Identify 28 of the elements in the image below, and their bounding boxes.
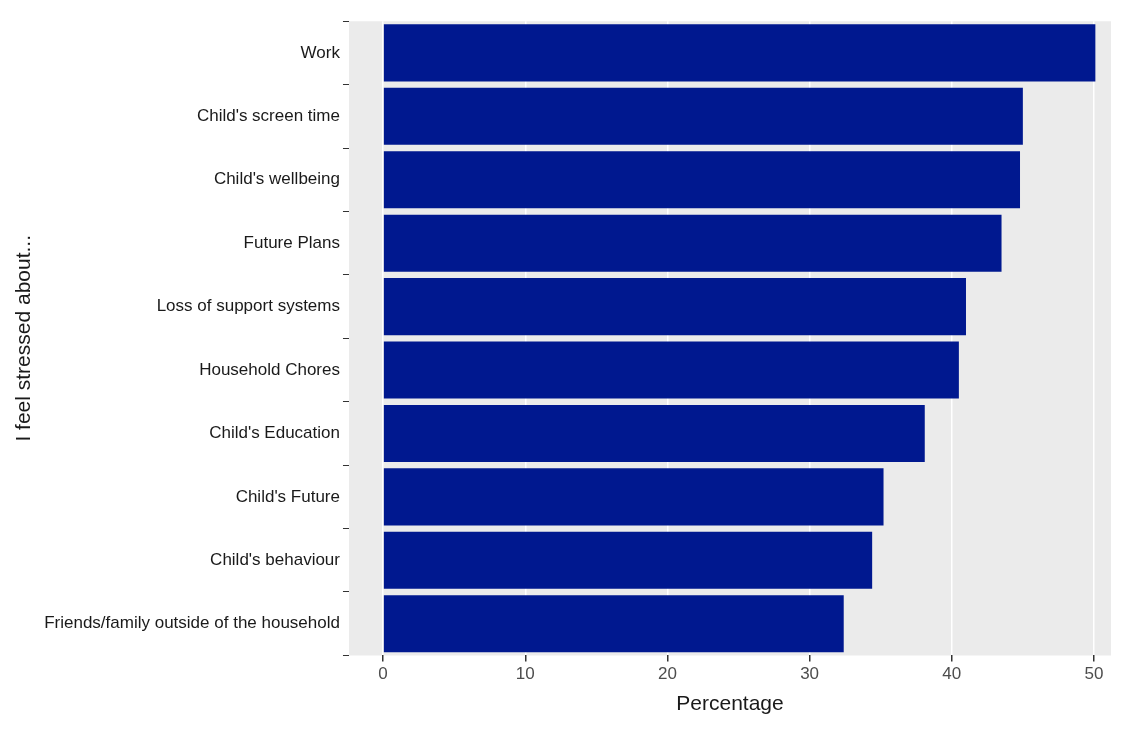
- x-tick-label: 30: [800, 664, 820, 684]
- x-tick-label: 40: [942, 664, 962, 684]
- bar: [383, 151, 1021, 209]
- bar: [383, 24, 1096, 82]
- y-tick-label: Work: [300, 42, 341, 62]
- y-tick-label: Future Plans: [243, 232, 340, 252]
- x-tick-label: 10: [515, 664, 535, 684]
- x-tick-label: 50: [1084, 664, 1104, 684]
- y-tick-label: Child's screen time: [196, 106, 340, 126]
- bar: [383, 341, 959, 399]
- y-tick-label: Child's Education: [209, 423, 340, 443]
- x-axis-title: Percentage: [676, 691, 784, 715]
- x-tick-label: 0: [378, 664, 388, 684]
- y-tick-label: Friends/family outside of the household: [44, 613, 340, 633]
- y-tick-label: Loss of support systems: [156, 296, 340, 316]
- bar: [383, 404, 925, 462]
- bar: [383, 595, 844, 653]
- y-axis-title: I feel stressed about...: [11, 234, 35, 442]
- bar: [383, 468, 884, 526]
- y-tick-label: Child's behaviour: [210, 549, 341, 569]
- bar: [383, 278, 966, 336]
- y-tick-label: Child's wellbeing: [213, 169, 340, 189]
- y-tick-label: Child's Future: [235, 486, 340, 506]
- x-tick-label: 20: [657, 664, 677, 684]
- bar: [383, 87, 1023, 145]
- bar: [383, 531, 873, 589]
- bar: [383, 214, 1002, 272]
- y-tick-label: Household Chores: [199, 359, 340, 379]
